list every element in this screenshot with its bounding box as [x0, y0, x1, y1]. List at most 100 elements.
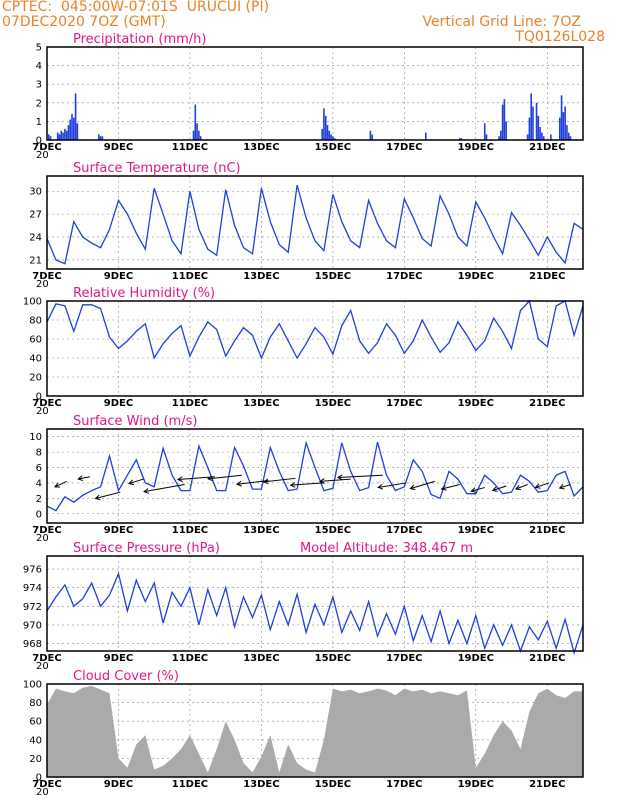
humidity-year-stub: 20 [36, 406, 49, 417]
precipitation-bar [424, 132, 427, 140]
precipitation-xtick-label: 11DEC [172, 142, 208, 153]
wind-ytick-label: 6 [36, 463, 42, 474]
precipitation-bar [542, 136, 545, 140]
humidity-ytick-label: 0 [36, 392, 42, 403]
cloud-cover-xtick-label: 7DEC [32, 779, 61, 790]
precipitation-bar [505, 121, 507, 140]
humidity-title: Relative Humidity (%) [73, 286, 215, 301]
precipitation-bar [369, 130, 372, 140]
wind-vector-head [143, 488, 149, 494]
wind-vector [78, 476, 90, 480]
wind-xtick-label: 9DEC [104, 525, 133, 536]
humidity-frame [46, 300, 584, 397]
humidity-ytick-label: 40 [29, 354, 42, 365]
precipitation-bar [498, 136, 500, 140]
precipitation-bar [99, 136, 102, 140]
wind-vector [515, 484, 528, 490]
pressure-ytick-label: 974 [23, 583, 42, 594]
precipitation-bar [537, 115, 540, 140]
precipitation-bar [323, 108, 325, 140]
cloud-cover-ytick-label: 80 [29, 698, 42, 709]
temperature-panel: Surface Temperature (nC) 21 24 27 30 7DEC 9DEC… [29, 161, 584, 290]
precipitation-bar [526, 134, 529, 140]
wind-panel: Surface Wind (m/s) 0 2 4 6 8 10 7DEC 9DEC 11DEC 13… [29, 414, 584, 544]
wind-vector [492, 485, 507, 491]
wind-ytick-label: 2 [36, 494, 42, 505]
cloud-cover-xtick-label: 17DEC [386, 779, 422, 790]
pressure-ytick-label: 976 [23, 565, 42, 576]
pressure-series-line [46, 571, 584, 656]
precipitation-year-stub: 20 [36, 150, 49, 161]
pressure-xtick-label: 21DEC [529, 653, 565, 664]
precipitation-bar [530, 93, 532, 140]
wind-vector [535, 482, 550, 488]
pressure-xtick-label: 13DEC [243, 653, 279, 664]
cloud-cover-area [47, 685, 583, 777]
cloud-cover-ytick-label: 60 [29, 717, 42, 728]
precipitation-bar [101, 136, 104, 140]
temperature-xtick-label: 7DEC [32, 271, 61, 282]
temperature-ytick-label: 27 [29, 210, 42, 221]
precipitation-bar [569, 136, 572, 140]
humidity-xtick-label: 11DEC [172, 398, 208, 409]
precipitation-xtick-label: 7DEC [32, 142, 61, 153]
wind-vector [236, 480, 269, 485]
wind-vector-head [94, 494, 101, 501]
precipitation-bar [532, 106, 534, 140]
wind-vector [54, 480, 67, 488]
humidity-xtick-label: 15DEC [315, 398, 351, 409]
humidity-ytick-label: 60 [29, 335, 42, 346]
humidity-xtick-label: 9DEC [104, 398, 133, 409]
wind-vector [143, 483, 185, 493]
wind-vector [471, 487, 485, 492]
wind-vector [378, 482, 407, 488]
precipitation-title: Precipitation (mm/h) [73, 32, 206, 47]
precipitation-bar [62, 132, 64, 140]
precipitation-bar [67, 125, 70, 140]
precipitation-xtick-label: 13DEC [243, 142, 279, 153]
pressure-ytick-label: 972 [23, 602, 42, 613]
precipitation-bar [324, 115, 327, 140]
precipitation-bar [528, 117, 531, 140]
humidity-xtick-label: 21DEC [529, 398, 565, 409]
precipitation-bar [58, 134, 61, 140]
pressure-xtick-label: 19DEC [458, 653, 494, 664]
precipitation-bar [60, 130, 63, 140]
precipitation-bar [69, 119, 72, 140]
precipitation-bar [326, 125, 329, 140]
wind-xtick-label: 17DEC [386, 525, 422, 536]
precipitation-xtick-label: 17DEC [386, 142, 422, 153]
station-header: CPTEC: 045:00W-07:01S URUCUI (PI) [2, 0, 270, 15]
wind-vector [441, 483, 460, 490]
temperature-xtick-label: 15DEC [315, 271, 351, 282]
precipitation-bar [332, 136, 334, 140]
precipitation-xtick-label: 21DEC [529, 142, 565, 153]
cloud-cover-xtick-label: 11DEC [172, 779, 208, 790]
precipitation-bar [371, 134, 373, 140]
humidity-ytick-label: 100 [23, 297, 42, 308]
precipitation-bar [503, 99, 506, 140]
precipitation-ytick-label: 2 [36, 98, 42, 109]
precipitation-bar [65, 130, 68, 140]
pressure-ytick-label: 968 [23, 639, 42, 650]
precipitation-bar [550, 134, 552, 140]
precipitation-bar [56, 132, 59, 140]
humidity-series-line [46, 299, 584, 360]
wind-vector [337, 474, 383, 478]
temperature-xtick-label: 19DEC [458, 271, 494, 282]
wind-title: Surface Wind (m/s) [73, 414, 197, 429]
humidity-ytick-label: 80 [29, 316, 42, 327]
precipitation-bar [567, 132, 570, 140]
precipitation-bar [460, 138, 463, 140]
precipitation-bar [500, 130, 502, 140]
humidity-xtick-label: 7DEC [32, 398, 61, 409]
precipitation-bar [199, 136, 202, 140]
wind-vector-head [470, 487, 477, 493]
wind-ytick-label: 4 [36, 478, 42, 489]
precipitation-bar [560, 95, 563, 140]
cloud-cover-ytick-label: 20 [29, 754, 42, 765]
wind-vector [290, 482, 324, 486]
cloud-cover-panel: Cloud Cover (%) 0 20 40 60 80 100 7DEC 9DEC 11DEC… [23, 669, 584, 798]
wind-ytick-label: 8 [36, 448, 42, 459]
